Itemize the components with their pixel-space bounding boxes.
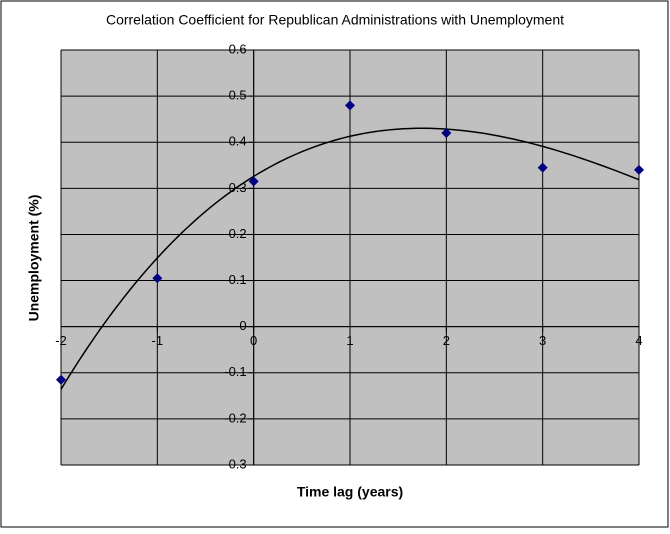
x-tick-label: 3 — [539, 333, 546, 348]
y-tick-label: -0.1 — [224, 364, 246, 379]
point — [152, 273, 163, 284]
y-tick-label: -0.3 — [224, 456, 246, 471]
point — [634, 164, 644, 175]
x-tick-label: 1 — [346, 333, 353, 348]
point — [537, 162, 548, 173]
chart-title: Correlation Coefficient for Republican A… — [106, 12, 564, 28]
x-tick-label: -1 — [152, 333, 164, 348]
y-tick-label: 0 — [239, 318, 246, 333]
x-tick-label: 4 — [635, 333, 642, 348]
point — [56, 374, 66, 385]
x-tick-label: 2 — [443, 333, 450, 348]
point — [345, 100, 355, 111]
y-tick-label: 0.1 — [229, 272, 247, 287]
trendline — [60, 127, 640, 390]
x-tick-label: -2 — [55, 333, 67, 348]
y-tick-label: 0.6 — [229, 41, 247, 56]
point — [248, 176, 259, 187]
point — [441, 128, 452, 138]
y-tick-label: 0.2 — [229, 226, 247, 241]
y-tick-label: 0.5 — [229, 88, 247, 103]
y-axis-label: Unemployment (%) — [26, 195, 42, 322]
x-axis-label: Time lag (years) — [297, 484, 403, 500]
y-tick-label: -0.2 — [224, 410, 246, 425]
y-tick-label: 0.4 — [229, 134, 247, 149]
